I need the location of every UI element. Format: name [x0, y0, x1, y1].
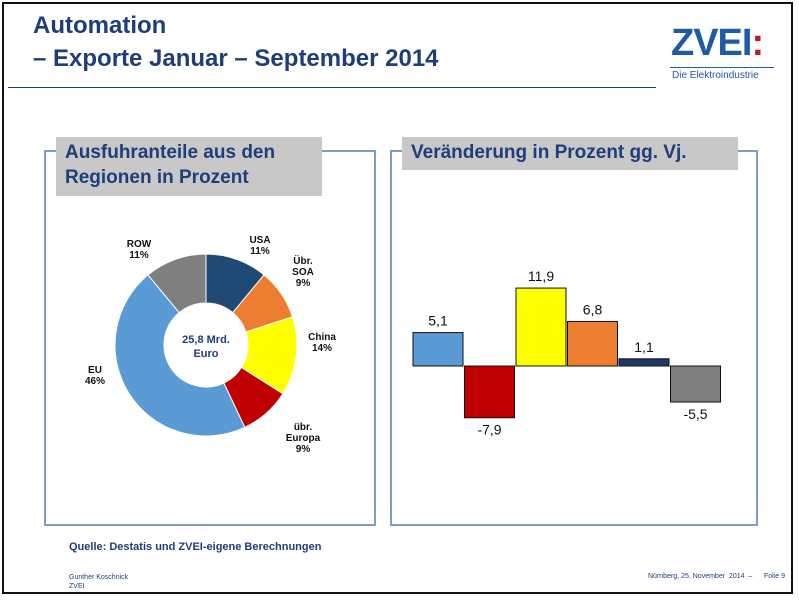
slice-label: 9%	[296, 278, 311, 289]
slide-subtitle: – Exporte Januar – September 2014	[33, 45, 439, 72]
bar	[515, 287, 567, 367]
footer-author: Gunther Koschnick	[69, 574, 129, 581]
slice-label: 9%	[296, 444, 311, 455]
bar	[412, 332, 464, 367]
bar-value-label: 6,8	[583, 301, 603, 317]
donut-slice	[147, 253, 207, 314]
slice-label: China	[308, 332, 336, 343]
slice-label: 14%	[312, 343, 332, 354]
slice-label: ROW	[127, 239, 152, 250]
donut-slice	[114, 274, 246, 437]
slide-title: Automation	[33, 12, 167, 39]
bar	[618, 358, 670, 367]
logo-name: ZVEI	[671, 22, 752, 64]
slice-label: 11%	[250, 246, 270, 257]
bar-value-label: -5,5	[683, 406, 707, 422]
slice-label: Europa	[286, 433, 321, 444]
slice-label: 11%	[129, 250, 149, 261]
footer-author-block: Gunther Koschnick ZVEI	[69, 573, 128, 591]
slide-frame	[2, 2, 793, 594]
footer-date-page: Nürnberg, 25. November 2014 – Folie 9	[648, 573, 785, 580]
bar	[464, 365, 515, 419]
slice-label: übr.	[294, 422, 313, 433]
logo-colon: :	[751, 22, 764, 64]
footer-org: ZVEI	[69, 583, 85, 590]
slice-label: SOA	[292, 267, 314, 278]
bar-value-label: 1,1	[634, 339, 654, 355]
logo-subtitle: Die Elektroindustrie	[672, 70, 759, 81]
right-panel-title: Veränderung in Prozent gg. Vj.	[402, 137, 738, 170]
donut-center-label: Euro	[193, 348, 218, 360]
slice-label: Übr.	[293, 254, 313, 267]
bar-value-label: -7,9	[477, 422, 501, 438]
donut-center-label: 25,8 Mrd.	[182, 334, 230, 346]
slice-label: EU	[88, 365, 102, 376]
zvei-logo: ZVEI: Die Elektroindustrie	[666, 22, 778, 84]
logo-rule	[670, 67, 774, 68]
source-note: Quelle: Destatis und ZVEI-eigene Berechn…	[69, 541, 322, 553]
bar-value-label: 5,1	[428, 313, 448, 329]
title-rule	[8, 87, 656, 88]
logo-wordmark: ZVEI:	[671, 22, 764, 64]
slice-label: USA	[249, 235, 270, 246]
slice-label: 46%	[85, 376, 105, 387]
bar	[670, 365, 721, 403]
bar	[567, 320, 618, 367]
bar-value-label: 11,9	[528, 268, 554, 284]
left-panel-title: Ausfuhranteile aus den Regionen in Proze…	[56, 137, 322, 196]
